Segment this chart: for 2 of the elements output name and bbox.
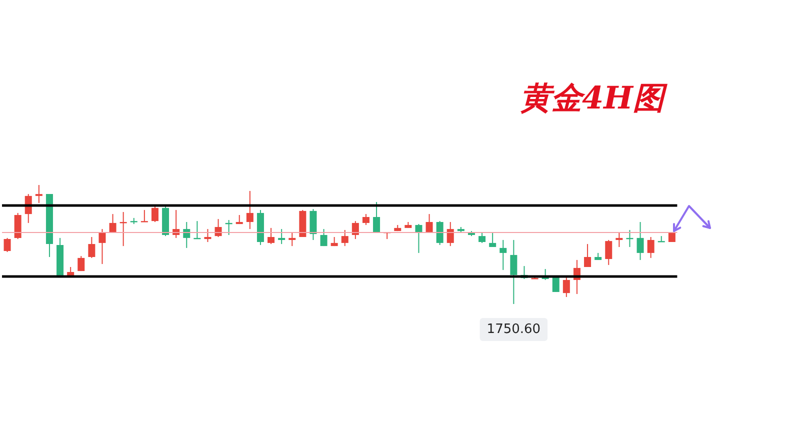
chart-title: 黄金4H图 (520, 80, 668, 116)
annotation: 1750.60 (486, 322, 541, 337)
